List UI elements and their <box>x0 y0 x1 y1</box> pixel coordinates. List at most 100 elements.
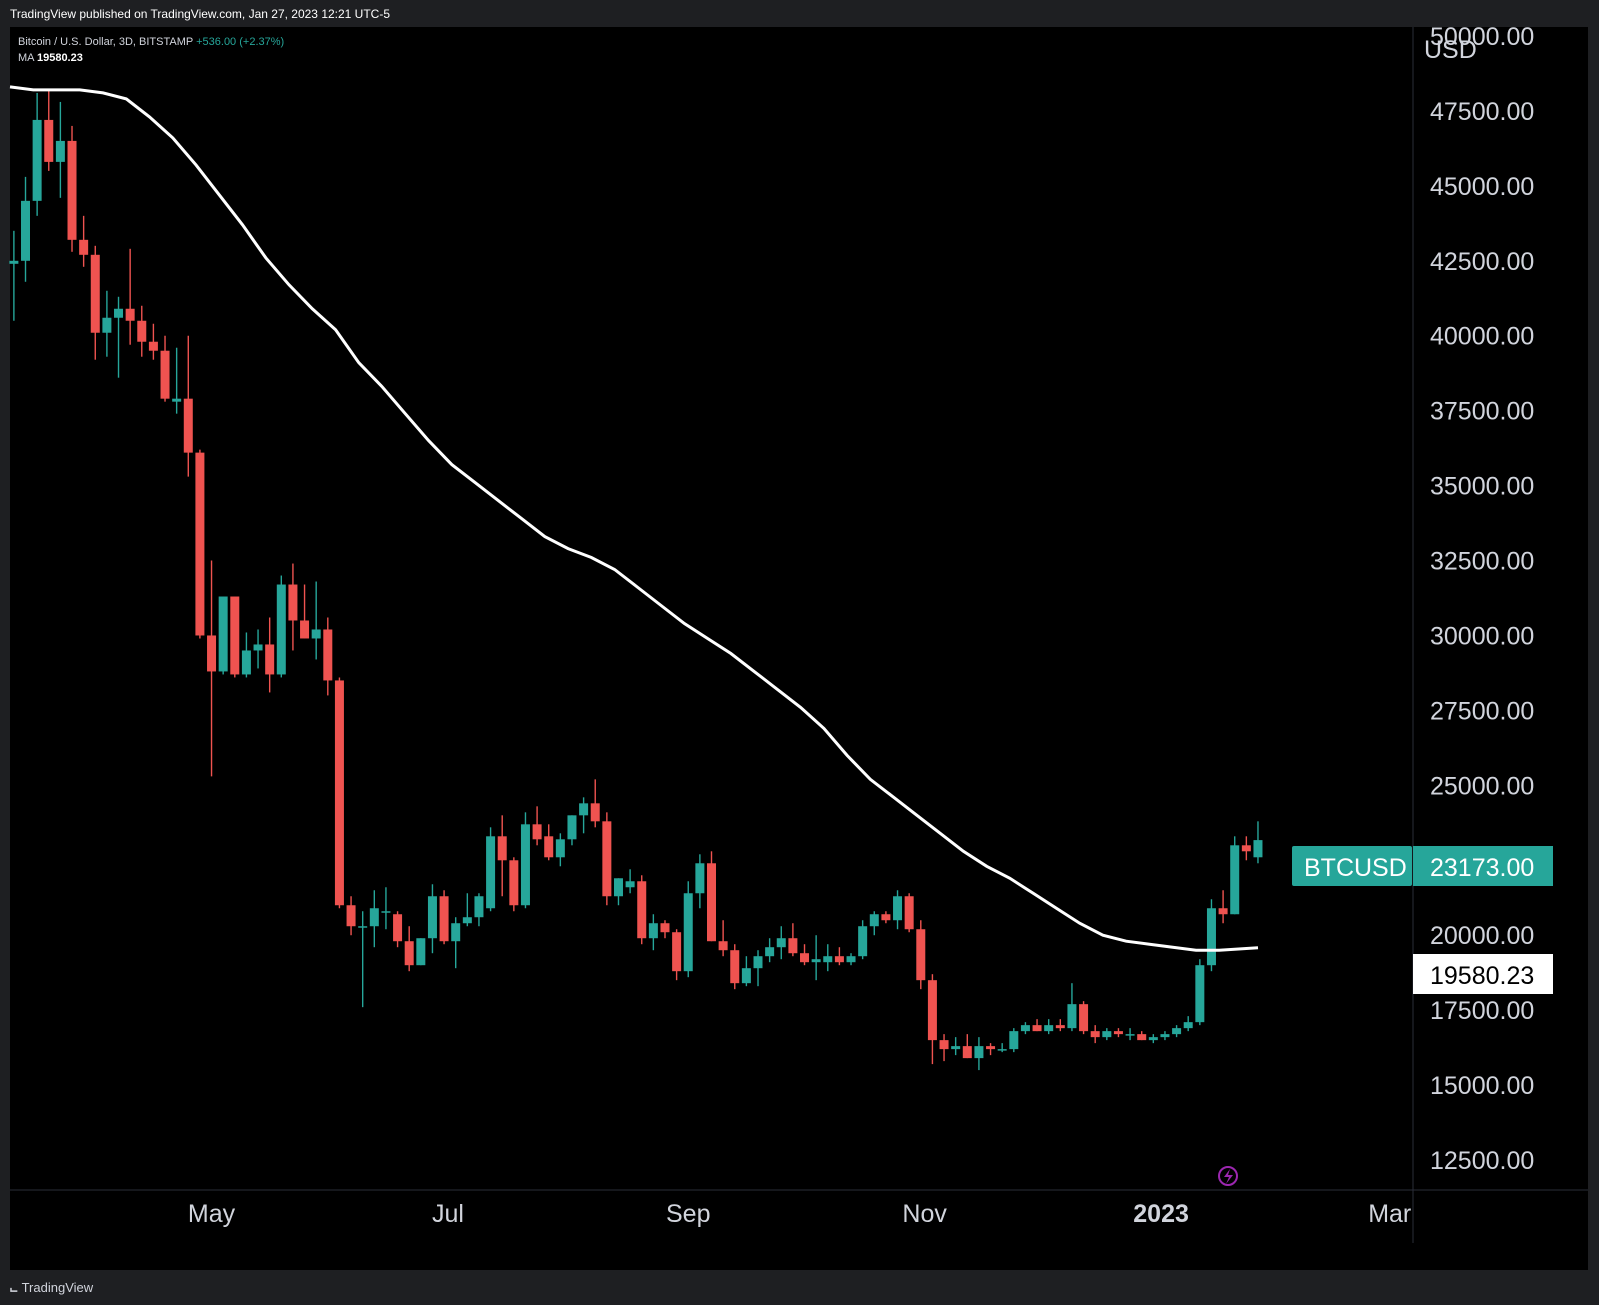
candle[interactable] <box>683 881 693 978</box>
candle[interactable] <box>695 854 705 909</box>
candle[interactable] <box>602 812 612 906</box>
candle[interactable] <box>567 815 577 846</box>
candle[interactable] <box>55 101 65 198</box>
candle[interactable] <box>579 797 589 834</box>
candle[interactable] <box>1241 836 1251 861</box>
candle[interactable] <box>44 89 54 171</box>
candle[interactable] <box>881 911 891 924</box>
candle[interactable] <box>893 890 903 930</box>
candle[interactable] <box>509 857 519 912</box>
candle[interactable] <box>1218 890 1228 924</box>
candle[interactable] <box>311 581 321 660</box>
candle[interactable] <box>1090 1025 1100 1044</box>
candle[interactable] <box>1183 1016 1193 1032</box>
ma-row[interactable]: MA 19580.23 <box>18 50 284 66</box>
candle[interactable] <box>869 911 879 936</box>
candle[interactable] <box>1113 1028 1123 1038</box>
candle[interactable] <box>265 617 275 693</box>
candle[interactable] <box>369 890 379 948</box>
candle[interactable] <box>474 893 484 927</box>
candle[interactable] <box>253 629 263 669</box>
candle[interactable] <box>939 1034 949 1062</box>
candle[interactable] <box>183 335 193 477</box>
candle[interactable] <box>416 938 426 966</box>
candle[interactable] <box>276 575 286 678</box>
candle[interactable] <box>427 884 437 954</box>
candle[interactable] <box>404 926 414 972</box>
candle[interactable] <box>1020 1022 1030 1035</box>
candle[interactable] <box>823 944 833 972</box>
candle[interactable] <box>520 812 530 909</box>
candle[interactable] <box>137 305 147 357</box>
candle[interactable] <box>114 296 124 378</box>
candle[interactable] <box>439 890 449 945</box>
candle[interactable] <box>741 956 751 987</box>
candle[interactable] <box>1148 1034 1158 1044</box>
candle[interactable] <box>800 944 810 966</box>
candle[interactable] <box>765 938 775 963</box>
candle[interactable] <box>532 806 542 846</box>
candle[interactable] <box>172 347 182 414</box>
candle[interactable] <box>730 944 740 990</box>
candle[interactable] <box>997 1043 1007 1053</box>
candle[interactable] <box>393 911 403 948</box>
candle[interactable] <box>962 1034 972 1059</box>
candle[interactable] <box>672 929 682 981</box>
candle[interactable] <box>497 815 507 897</box>
candle[interactable] <box>207 560 217 777</box>
candle[interactable] <box>1079 1001 1089 1035</box>
candle[interactable] <box>544 824 554 861</box>
candle[interactable] <box>858 920 868 960</box>
candle[interactable] <box>1067 983 1077 1032</box>
candle[interactable] <box>974 1037 984 1071</box>
candle[interactable] <box>1160 1031 1170 1041</box>
candle[interactable] <box>451 917 461 969</box>
candle[interactable] <box>230 596 240 678</box>
candle[interactable] <box>1206 899 1216 972</box>
candle[interactable] <box>462 893 472 927</box>
candle[interactable] <box>951 1037 961 1056</box>
candle[interactable] <box>67 125 77 252</box>
candle[interactable] <box>1009 1028 1019 1053</box>
candle[interactable] <box>555 833 565 867</box>
symbol-row[interactable]: Bitcoin / U.S. Dollar, 3D, BITSTAMP +536… <box>18 34 284 50</box>
candle[interactable] <box>79 215 89 267</box>
candle[interactable] <box>323 617 333 696</box>
candle[interactable] <box>625 869 635 894</box>
candle[interactable] <box>1253 821 1263 864</box>
candle[interactable] <box>648 914 658 951</box>
candle[interactable] <box>381 887 391 930</box>
candle[interactable] <box>218 596 228 675</box>
candle[interactable] <box>788 923 798 957</box>
candle[interactable] <box>334 677 344 909</box>
candle[interactable] <box>811 935 821 981</box>
candle[interactable] <box>1032 1019 1042 1032</box>
candle[interactable] <box>148 323 158 360</box>
candle[interactable] <box>660 920 670 939</box>
candle[interactable] <box>160 335 170 402</box>
candle[interactable] <box>1102 1028 1112 1041</box>
candle[interactable] <box>125 248 135 345</box>
candle[interactable] <box>1044 1019 1054 1035</box>
candle[interactable] <box>1125 1028 1135 1041</box>
candle[interactable] <box>613 878 623 906</box>
candle[interactable] <box>986 1043 996 1056</box>
candle[interactable] <box>241 632 251 678</box>
candle[interactable] <box>834 947 844 966</box>
candle[interactable] <box>300 584 310 639</box>
candle[interactable] <box>1172 1025 1182 1038</box>
candle[interactable] <box>486 827 496 912</box>
candle[interactable] <box>1195 959 1205 1026</box>
candle[interactable] <box>718 920 728 957</box>
candle[interactable] <box>195 449 205 639</box>
candle[interactable] <box>904 893 914 933</box>
candle[interactable] <box>288 563 298 651</box>
candle[interactable] <box>927 974 937 1065</box>
lightning-icon[interactable] <box>1218 1166 1238 1186</box>
candle[interactable] <box>32 92 42 216</box>
candle[interactable] <box>707 851 716 942</box>
candle[interactable] <box>346 896 356 936</box>
candle[interactable] <box>102 290 112 357</box>
candle[interactable] <box>846 953 856 966</box>
